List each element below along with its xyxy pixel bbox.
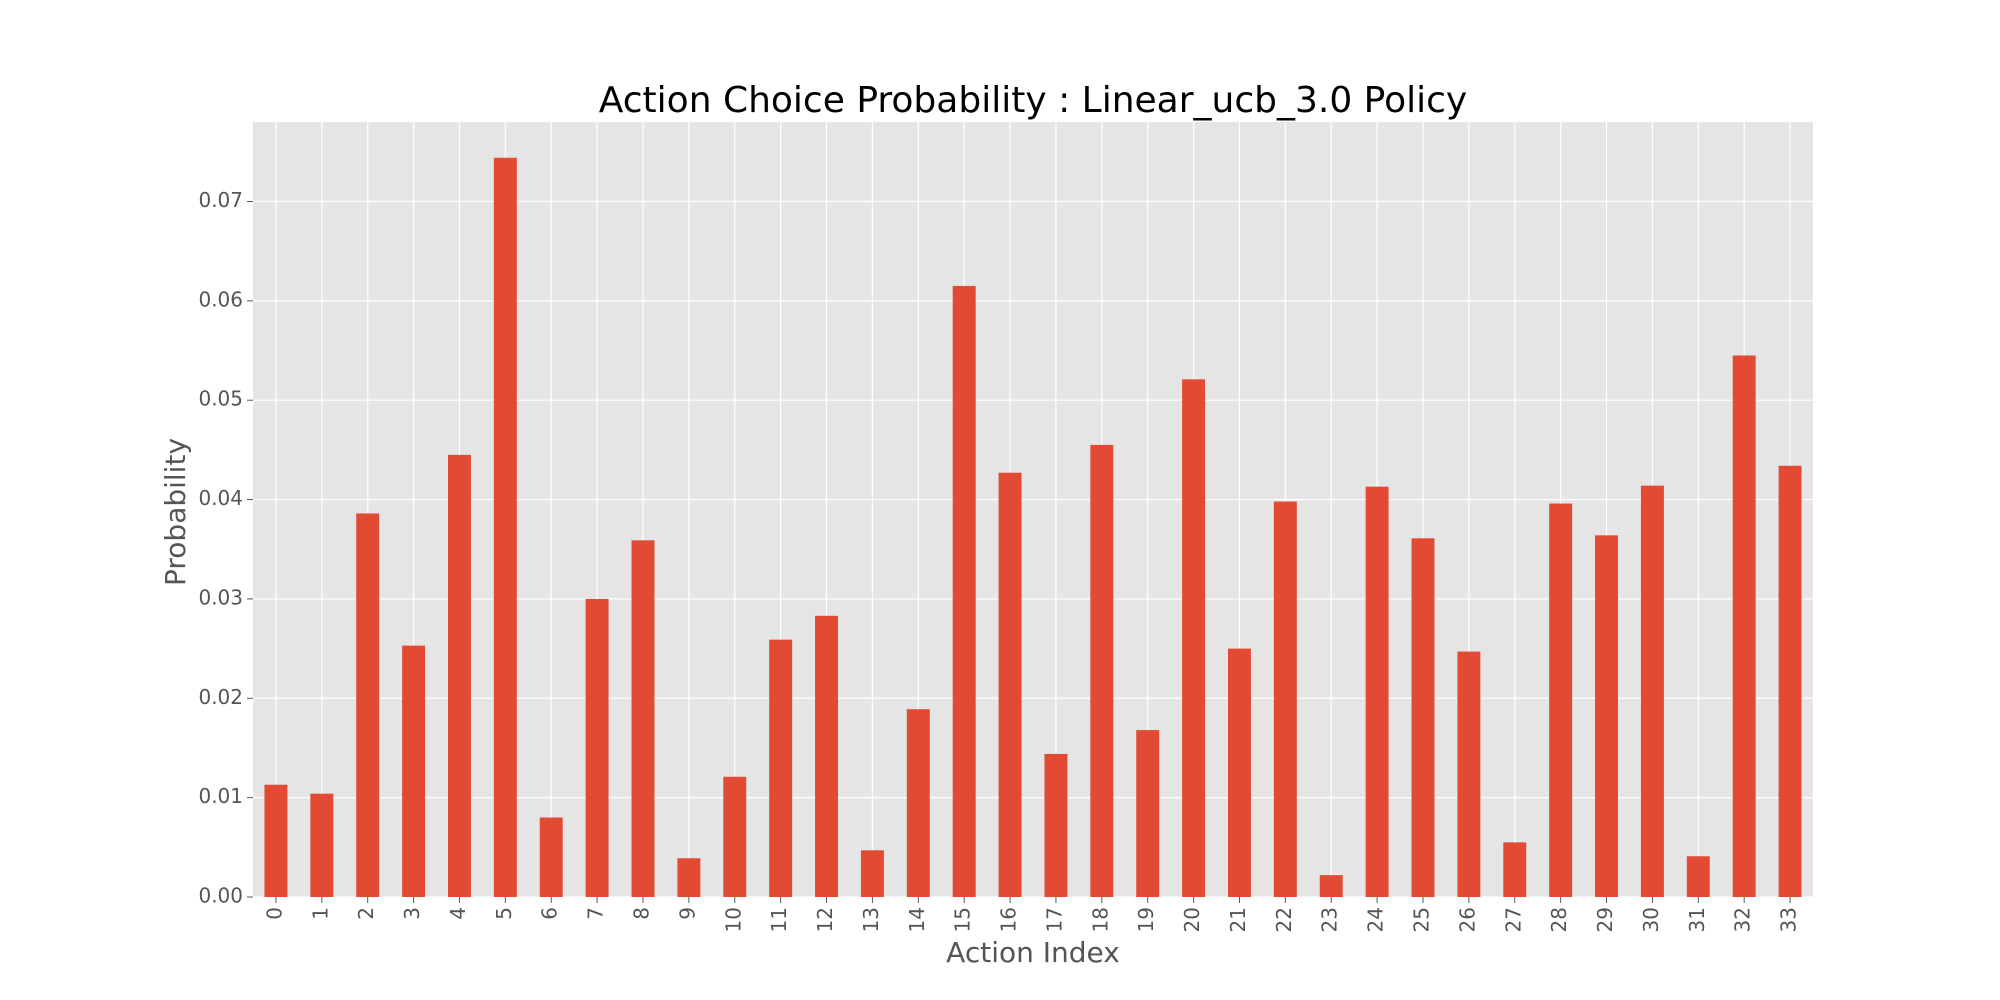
x-tick-label: 3 bbox=[400, 907, 424, 920]
y-tick-label: 0.00 bbox=[198, 884, 243, 908]
x-tick-labels: 0 1 2 3 4 5 6 7 8 9 10 11 12 13 14 15 16 17 18 19 20 21 22 23 24… bbox=[262, 897, 1801, 932]
bar-26 bbox=[1457, 651, 1481, 897]
y-tick-label: 0.05 bbox=[198, 387, 243, 411]
bar-14 bbox=[906, 709, 930, 897]
bar-4 bbox=[448, 454, 471, 897]
x-tick-label: 30 bbox=[1639, 907, 1663, 932]
bar-32 bbox=[1732, 355, 1756, 897]
bar-22 bbox=[1273, 501, 1297, 897]
x-tick-label: 23 bbox=[1318, 907, 1342, 932]
bar-27 bbox=[1503, 842, 1527, 897]
x-tick-label: 19 bbox=[1134, 907, 1158, 932]
bar-8 bbox=[631, 540, 655, 897]
x-tick-label: 21 bbox=[1226, 907, 1250, 932]
bar-23 bbox=[1319, 875, 1343, 897]
x-axis-title: Action Index bbox=[946, 936, 1120, 969]
y-tick-label: 0.01 bbox=[198, 784, 243, 808]
chart-title: Action Choice Probability : Linear_ucb_3… bbox=[599, 80, 1467, 121]
bar-17 bbox=[1044, 753, 1068, 897]
x-tick-label: 15 bbox=[951, 907, 975, 932]
bar-10 bbox=[723, 776, 747, 897]
x-tick-label: 28 bbox=[1547, 907, 1571, 932]
x-tick-label: 12 bbox=[813, 907, 837, 932]
x-tick-label: 9 bbox=[675, 907, 699, 920]
bar-24 bbox=[1365, 486, 1389, 897]
x-tick-label: 32 bbox=[1731, 907, 1755, 932]
bar-9 bbox=[677, 858, 701, 897]
x-tick-label: 31 bbox=[1685, 907, 1709, 932]
x-tick-label: 27 bbox=[1501, 907, 1525, 932]
bar-11 bbox=[769, 639, 793, 897]
bar-33 bbox=[1778, 465, 1802, 897]
x-tick-label: 8 bbox=[630, 907, 654, 920]
y-tick-label: 0.04 bbox=[198, 486, 243, 510]
x-tick-label: 29 bbox=[1593, 907, 1617, 932]
y-tick-label: 0.06 bbox=[198, 287, 243, 311]
x-tick-label: 4 bbox=[446, 907, 470, 920]
bar-20 bbox=[1182, 379, 1206, 898]
x-tick-label: 1 bbox=[308, 907, 332, 920]
x-tick-label: 2 bbox=[354, 907, 378, 920]
bar-29 bbox=[1595, 535, 1618, 897]
y-tick-labels: 0.00 0.01 0.02 0.03 0.04 0.05 0.06 0.07 bbox=[198, 188, 253, 908]
bar-6 bbox=[539, 817, 563, 897]
x-tick-label: 24 bbox=[1364, 907, 1388, 932]
bar-0 bbox=[264, 784, 288, 897]
bar-21 bbox=[1228, 648, 1251, 897]
bar-16 bbox=[998, 472, 1022, 897]
x-tick-label: 5 bbox=[492, 907, 516, 920]
bar-18 bbox=[1090, 444, 1114, 897]
x-tick-label: 26 bbox=[1455, 907, 1479, 932]
x-tick-label: 6 bbox=[538, 907, 562, 920]
x-tick-label: 18 bbox=[1088, 907, 1112, 932]
bar-15 bbox=[952, 285, 976, 897]
bar-12 bbox=[815, 615, 838, 897]
y-axis-title: Probability bbox=[159, 438, 192, 586]
y-tick-label: 0.07 bbox=[198, 188, 243, 212]
bar-25 bbox=[1411, 538, 1435, 897]
x-tick-label: 10 bbox=[721, 907, 745, 932]
bar-7 bbox=[585, 598, 609, 897]
x-tick-label: 25 bbox=[1410, 907, 1434, 932]
x-tick-label: 20 bbox=[1180, 907, 1204, 932]
y-tick-label: 0.02 bbox=[198, 685, 243, 709]
x-tick-label: 33 bbox=[1777, 907, 1801, 932]
plot-background bbox=[253, 122, 1813, 897]
bar-5 bbox=[493, 157, 517, 897]
x-tick-label: 11 bbox=[767, 907, 791, 932]
x-tick-label: 17 bbox=[1042, 907, 1066, 932]
bar-2 bbox=[356, 513, 380, 897]
bar-28 bbox=[1549, 503, 1573, 897]
bar-1 bbox=[310, 793, 334, 897]
bar-31 bbox=[1686, 856, 1710, 897]
x-tick-label: 14 bbox=[905, 907, 929, 932]
x-tick-label: 7 bbox=[584, 907, 608, 920]
bar-13 bbox=[860, 850, 884, 897]
bar-3 bbox=[402, 645, 426, 897]
y-tick-label: 0.03 bbox=[198, 585, 243, 609]
x-tick-label: 0 bbox=[262, 907, 286, 920]
x-tick-label: 16 bbox=[997, 907, 1021, 932]
x-tick-label: 22 bbox=[1272, 907, 1296, 932]
x-tick-label: 13 bbox=[859, 907, 883, 932]
bar-30 bbox=[1640, 485, 1664, 897]
bars bbox=[264, 157, 1802, 898]
bar-19 bbox=[1136, 730, 1160, 897]
